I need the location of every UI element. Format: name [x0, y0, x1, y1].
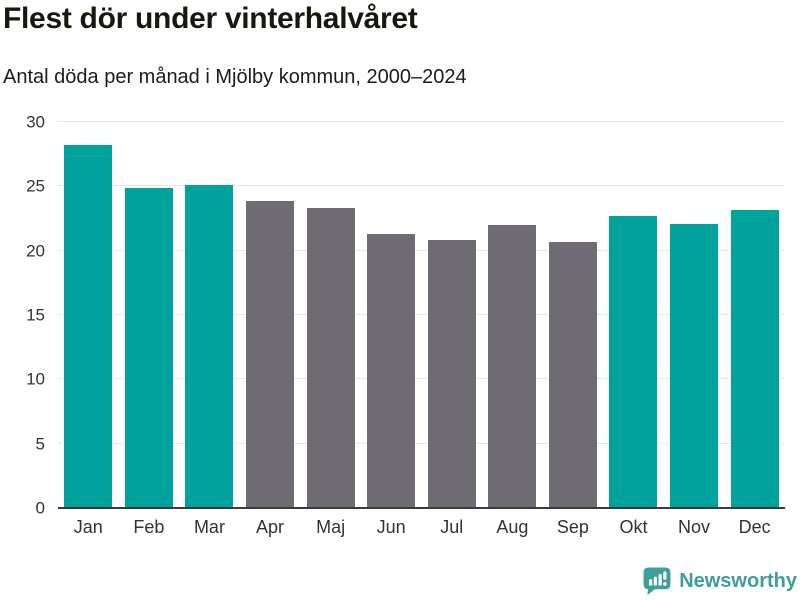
brand-name: Newsworthy	[679, 570, 797, 592]
y-tick-label-10: 10	[26, 369, 45, 389]
bar-jun	[367, 233, 416, 508]
bar-aug	[488, 224, 537, 508]
y-tick-label-15: 15	[26, 305, 45, 325]
y-tick-label-30: 30	[26, 112, 45, 132]
chart-subtitle: Antal döda per månad i Mjölby kommun, 20…	[3, 66, 467, 88]
bars	[58, 122, 785, 508]
gridline-15	[58, 314, 785, 315]
bar-jan	[64, 145, 113, 508]
gridline-20	[58, 249, 785, 251]
bar-okt	[609, 215, 658, 508]
y-tick-label-5: 5	[35, 434, 45, 454]
x-tick-label-jun: Jun	[376, 517, 406, 537]
y-tick-label-20: 20	[26, 241, 45, 261]
x-tick-label-jan: Jan	[73, 517, 103, 537]
gridline-25	[58, 185, 785, 187]
plot-area	[58, 121, 785, 509]
x-tick-label-sep: Sep	[556, 517, 589, 537]
newsworthy-logo-icon	[643, 567, 671, 596]
footer-branding: Newsworthy	[642, 566, 797, 596]
x-tick-label-mar: Mar	[193, 517, 225, 537]
bar-sep	[548, 241, 597, 508]
x-tick-label-nov: Nov	[678, 517, 711, 537]
x-tick-label-okt: Okt	[619, 517, 648, 537]
gridline-5	[58, 442, 785, 444]
bar-apr	[246, 200, 295, 508]
x-tick-label-feb: Feb	[133, 517, 165, 537]
y-axis: 0 5 10 15 20 25 30	[0, 114, 45, 517]
x-axis: Jan Feb Mar Apr Maj Jun Jul Aug Sep Okt Nov Dec	[58, 517, 785, 538]
bar-mar	[185, 185, 234, 508]
x-tick-label-jul: Jul	[440, 517, 464, 537]
y-tick-label-25: 25	[26, 176, 45, 196]
bar-nov	[670, 223, 719, 508]
gridline-10	[58, 378, 785, 380]
chart-title: Flest dör under vinterhalvåret	[3, 2, 418, 35]
x-tick-label-maj: Maj	[316, 517, 346, 537]
bar-maj	[306, 208, 355, 508]
y-tick-label-0: 0	[35, 498, 45, 518]
x-tick-label-aug: Aug	[496, 517, 529, 537]
x-tick-label-dec: Dec	[738, 517, 771, 537]
gridline-30	[58, 121, 785, 122]
bar-jul	[427, 240, 476, 508]
bar-feb	[124, 187, 173, 508]
x-tick-label-apr: Apr	[256, 517, 285, 537]
x-axis-line	[58, 507, 785, 509]
bar-dec	[730, 209, 779, 508]
